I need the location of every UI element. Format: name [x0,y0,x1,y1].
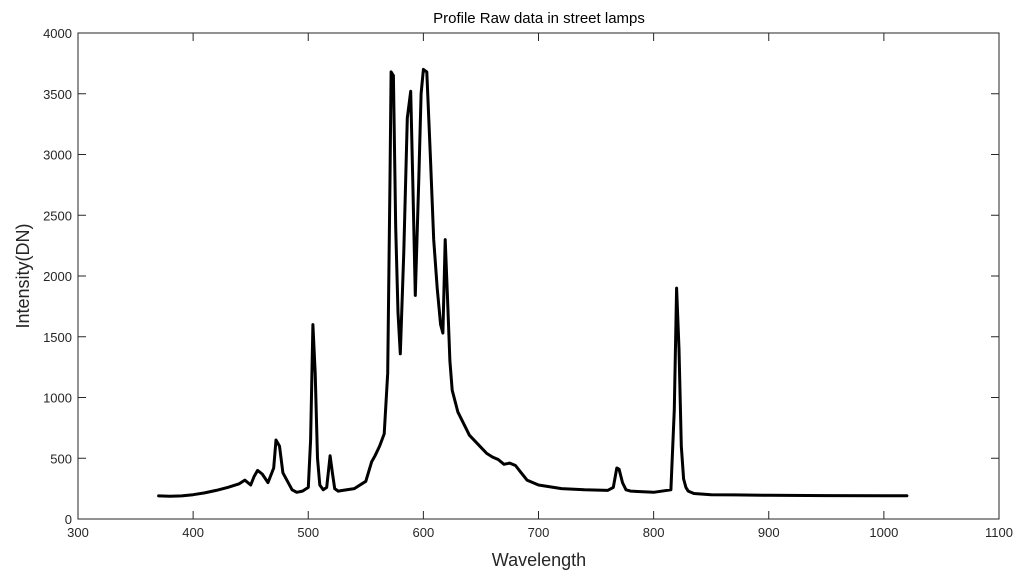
x-axis-ticks: 300 400 500 600 700 800 900 1000 1100 [67,33,1013,540]
x-tick-label: 600 [413,525,435,540]
series-layer [157,67,909,498]
x-tick-label: 800 [643,525,665,540]
y-tick-label: 1000 [43,391,72,406]
y-tick-label: 0 [65,512,72,527]
x-axis-title: Wavelength [492,550,586,570]
x-tick-label: 700 [528,525,550,540]
y-tick-label: 2000 [43,269,72,284]
y-tick-label: 3500 [43,87,72,102]
x-tick-label: 400 [182,525,204,540]
y-tick-label: 3000 [43,148,72,163]
series-line [157,67,909,498]
y-tick-label: 2500 [43,208,72,223]
y-tick-label: 500 [50,451,72,466]
x-tick-label: 500 [297,525,319,540]
x-tick-label: 1000 [869,525,898,540]
y-axis-ticks: 0 500 1000 1500 2000 2500 3000 3500 4000 [43,26,999,527]
y-axis-title: Intensity(DN) [13,223,33,328]
chart-title: Profile Raw data in street lamps [433,10,645,27]
plot-frame [77,32,1000,520]
x-tick-label: 900 [758,525,780,540]
y-tick-label: 4000 [43,26,72,41]
y-tick-label: 1500 [43,330,72,345]
x-tick-label: 1100 [985,525,1013,540]
x-tick-label: 300 [67,525,89,540]
